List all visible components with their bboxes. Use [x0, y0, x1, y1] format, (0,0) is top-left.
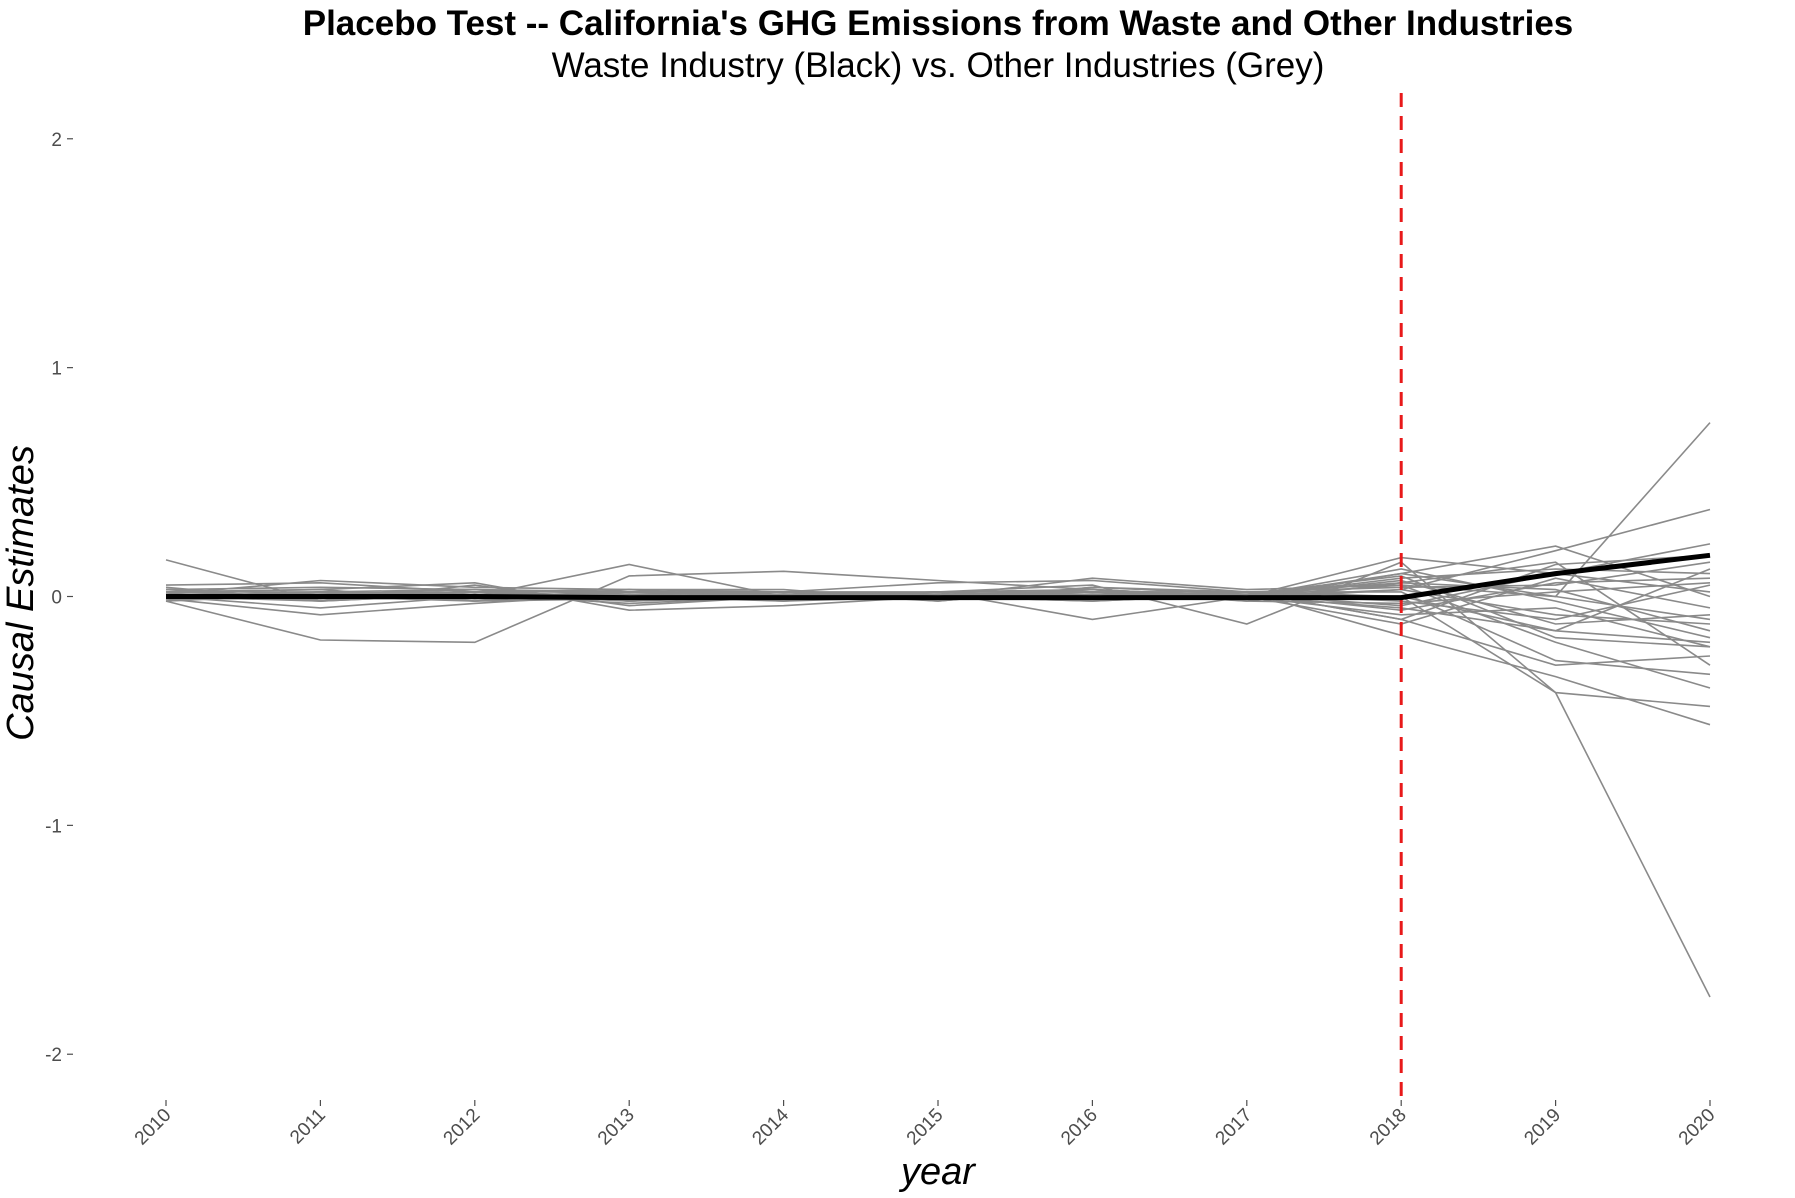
x-tick-label: 2013	[594, 1105, 639, 1150]
x-tick-label: 2012	[440, 1105, 485, 1150]
treated-series-line	[166, 552, 1711, 601]
x-tick-label: 2010	[131, 1105, 176, 1150]
placebo-series-line-26	[165, 579, 1711, 625]
y-tick-label: -1	[45, 816, 62, 837]
y-axis: 2 1 0 -1 -2	[45, 130, 73, 1066]
x-tick-label: 2015	[903, 1105, 948, 1150]
chart-subtitle: Waste Industry (Black) vs. Other Industr…	[552, 46, 1325, 85]
y-tick-label: 2	[51, 130, 62, 151]
placebo-lines	[165, 422, 1711, 998]
x-tick-label: 2017	[1212, 1105, 1257, 1150]
placebo-series-line-4	[165, 543, 1711, 644]
x-tick-label: 2014	[748, 1104, 793, 1149]
x-tick-label: 2018	[1366, 1105, 1411, 1150]
y-axis-title: Causal Estimates	[0, 445, 42, 741]
x-tick-label: 2020	[1675, 1105, 1720, 1150]
y-tick-label: 0	[51, 588, 62, 609]
y-tick-label: -2	[45, 1045, 62, 1066]
x-tick-label: 2011	[286, 1105, 330, 1149]
x-axis-title: year	[898, 1151, 976, 1193]
treated-line-group	[166, 552, 1711, 601]
y-tick-label: 1	[51, 359, 62, 380]
x-axis: 2010 2011 2012 2013 2014 2015 2016 2017 2018 2019…	[131, 1100, 1720, 1149]
x-tick-label: 2019	[1520, 1105, 1565, 1150]
x-tick-label: 2016	[1057, 1105, 1102, 1150]
chart-title: Placebo Test -- California's GHG Emissio…	[303, 4, 1574, 43]
